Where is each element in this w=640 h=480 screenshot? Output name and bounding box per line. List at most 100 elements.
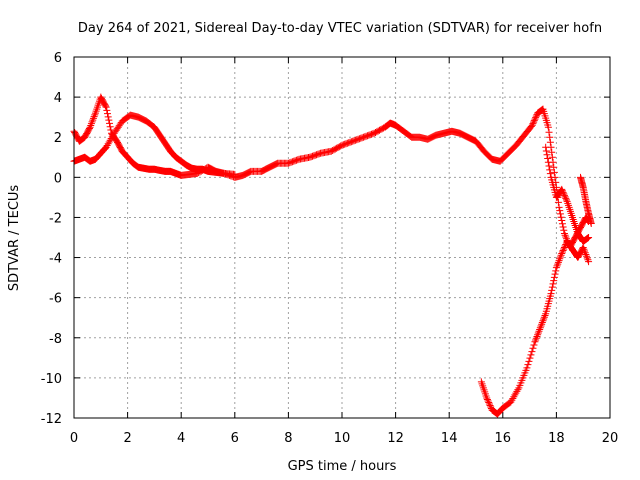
data-point [528,348,536,356]
data-point [108,133,116,141]
y-tick-label: 2 [54,131,62,146]
y-tick-label: 0 [54,171,62,186]
data-point [231,170,239,178]
y-tick-label: -4 [49,252,62,267]
data-point [557,251,565,259]
data-point [524,361,532,369]
y-axis-label: SDTVAR / TECUs [7,185,22,292]
data-point [560,229,568,237]
data-point [513,387,521,395]
data-point [559,247,567,255]
data-point [544,123,552,131]
data-point [585,234,593,241]
x-tick-label: 2 [123,431,131,446]
y-tick-label: -10 [41,372,62,387]
data-point [552,267,560,275]
grid-lines [74,57,610,418]
data-point [533,333,541,341]
data-point [539,317,547,325]
y-tick-label: -2 [49,211,62,226]
x-axis-label: GPS time / hours [288,459,397,474]
data-point [554,258,562,266]
data-point [536,326,544,334]
data-point [584,256,592,264]
data-point [581,247,589,255]
data-point [535,327,543,335]
data-point [581,249,589,257]
data-point [105,138,113,146]
y-tick-label: -8 [49,332,62,347]
data-point [546,166,554,174]
x-tick-label: 20 [602,431,619,446]
data-point [104,113,112,121]
data-point [545,162,553,170]
data-point [558,187,566,195]
data-point [553,262,561,270]
data-point [560,244,568,252]
series-track-a [70,93,593,252]
x-tick-label: 14 [441,431,458,446]
data-point [530,341,538,349]
data-point [558,250,566,258]
data-point [560,226,568,234]
data-point [536,324,544,332]
data-point [542,143,550,151]
data-point [485,398,493,406]
plot-frame [73,56,611,419]
data-point [562,196,570,204]
data-point [531,115,539,123]
data-point [105,116,113,124]
data-point [91,111,99,119]
data-point [511,391,519,399]
data-point [561,193,569,201]
data-point [545,128,553,136]
x-tick-label: 18 [548,431,565,446]
data-point [540,313,548,321]
data-point [532,112,540,120]
data-point [529,344,537,352]
data-point [527,351,535,359]
data-point [87,120,95,128]
data-point [104,140,112,148]
y-tick-label: -12 [41,412,62,427]
data-point [556,253,564,261]
data-point [487,403,495,411]
data-point [583,254,591,262]
series-track-c [477,238,593,418]
data-point [557,213,565,221]
data-point [537,322,545,330]
data-point [484,397,492,405]
data-point [534,331,542,339]
data-point [86,123,94,131]
data-point [103,106,111,114]
data-point [546,138,554,146]
data-point [550,273,558,281]
data-point [101,102,109,110]
data-point [532,336,540,344]
data-point [104,110,111,118]
data-point [584,234,592,242]
data-point [88,118,96,126]
data-point [546,170,554,178]
data-point [583,235,591,243]
x-tick-label: 6 [231,431,239,446]
data-point [546,133,554,141]
data-point [89,116,97,124]
data-point [508,396,516,404]
data-point [559,223,567,231]
data-point [558,185,566,193]
data-point [562,194,570,202]
data-point [87,121,95,129]
data-point [512,389,520,397]
x-tick-label: 10 [334,431,351,446]
y-tick-label: 4 [54,91,62,106]
data-point [532,334,540,342]
data-point [556,210,564,218]
data-point [547,290,555,298]
data-point [102,143,110,151]
data-point [579,244,587,252]
data-points [70,93,595,418]
data-point [551,270,559,278]
data-point [562,233,570,241]
data-point [582,251,590,259]
